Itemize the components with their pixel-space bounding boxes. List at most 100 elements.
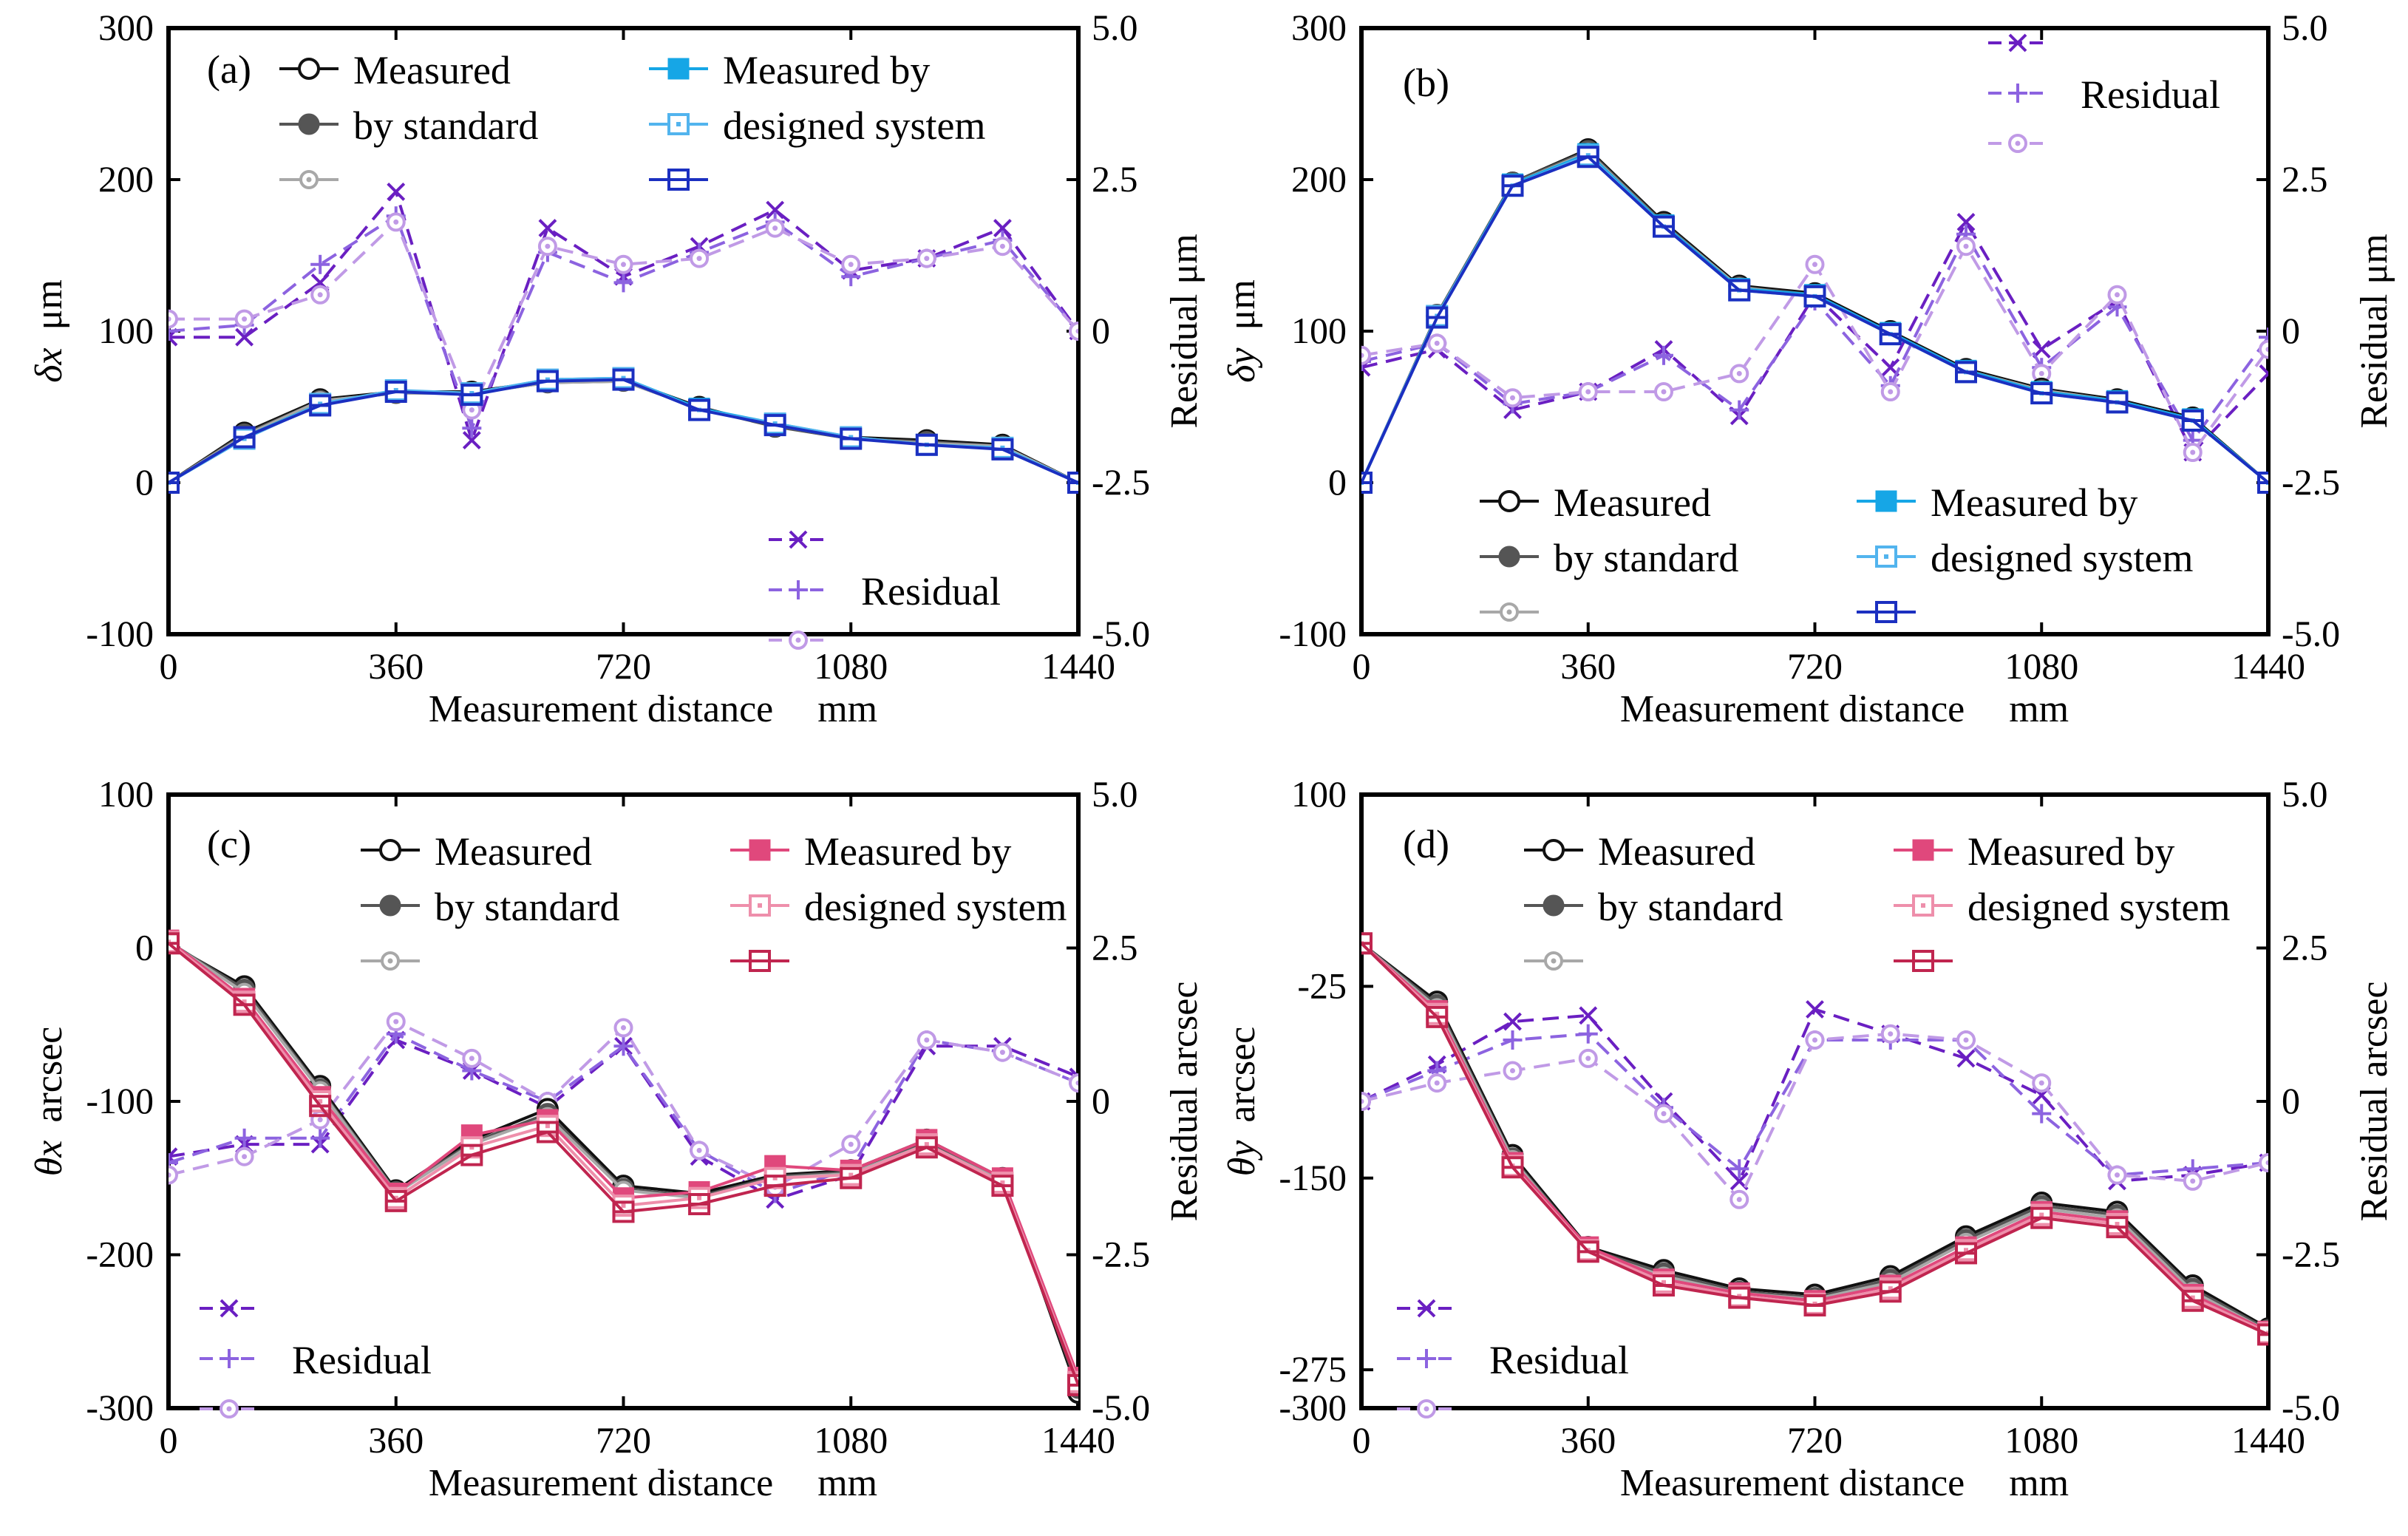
y-tick-label: 0 [1328, 461, 1347, 503]
data-point-dot [2115, 292, 2120, 298]
data-point [613, 1036, 633, 1056]
x-tick-label: 1440 [1041, 1419, 1115, 1461]
series-line [169, 1032, 1078, 1195]
data-point-dot [2115, 1222, 2120, 1226]
data-point-dot [924, 1142, 929, 1147]
data-layer [1361, 932, 2268, 1346]
data-point-dot [318, 1099, 323, 1104]
legend-designed-label-1: Measured by [1967, 829, 2174, 874]
data-point-b [538, 219, 557, 238]
data-point [235, 327, 254, 347]
data-point [841, 1135, 861, 1155]
data-point [1578, 1024, 1598, 1044]
legend-standard-3-marker-dot [1551, 958, 1557, 964]
legend-designed-label-1: Measured by [723, 48, 930, 92]
data-point [309, 1095, 332, 1118]
data-point [1653, 215, 1675, 238]
legend-designed-2-marker-dot [758, 903, 762, 908]
data-point [915, 433, 938, 456]
x-tick-label: 360 [368, 1419, 424, 1461]
data-point-dot [242, 999, 247, 1005]
data-point [233, 993, 256, 1016]
data-point-dot [1963, 243, 1969, 249]
legend-standard-label-2: by standard [353, 103, 538, 148]
data-point [2032, 340, 2051, 359]
data-point [1879, 1280, 1902, 1303]
series-4 [1361, 932, 2268, 1342]
data-point-dot [621, 262, 626, 268]
legend-measured: Measured by standard Measured by designed s… [1524, 829, 2230, 972]
x-tick-label: 0 [160, 645, 178, 687]
data-point [310, 285, 330, 305]
series-line [169, 378, 1078, 484]
data-point [2183, 1171, 2203, 1191]
data-point-dot [1361, 353, 1364, 358]
legend-residual-label: Residual [2081, 72, 2220, 117]
data-point [309, 394, 332, 417]
series-line [1361, 1032, 2268, 1177]
data-point-dot [1888, 1286, 1893, 1291]
y-axis-title-symbol: δx [28, 348, 70, 383]
data-point [536, 370, 559, 393]
data-point-dot [1510, 1068, 1515, 1073]
data-point [1879, 323, 1902, 346]
series-1 [1361, 138, 2268, 494]
data-point-dot [469, 391, 475, 396]
legend-designed-3-marker [1875, 601, 1897, 623]
data-point [916, 1030, 936, 1050]
data-point [1361, 472, 1373, 494]
legend-residual-2-marker [2008, 84, 2027, 103]
y2-tick-label: 0 [1092, 1080, 1110, 1121]
data-point-dot [545, 377, 550, 382]
y2-axis-title: Residual arcsec [2353, 982, 2395, 1222]
x-tick-label: 1080 [2004, 645, 2078, 687]
x-axis-title-main: Measurement distance [1620, 1462, 1965, 1504]
legend-standard-label-2: by standard [435, 885, 619, 929]
legend-standard-3-marker [299, 170, 319, 189]
data-point-dot [1736, 370, 1742, 376]
legend-standard-1-marker [1543, 839, 1565, 861]
data-point [1069, 1073, 1078, 1093]
data-point [2107, 1165, 2127, 1185]
data-point-dot [999, 243, 1005, 249]
data-point [991, 438, 1014, 461]
data-point [387, 182, 406, 201]
data-point-dot [999, 1050, 1005, 1056]
data-point [1805, 254, 1825, 274]
series-7 [1361, 212, 2268, 462]
data-point-b [387, 182, 406, 201]
series-line [169, 214, 1078, 430]
y2-tick-label: 5.0 [2282, 773, 2328, 815]
series-line [169, 376, 1078, 484]
data-point [1361, 932, 1373, 955]
y-tick-label: 0 [135, 927, 154, 968]
data-point-ring [2259, 339, 2268, 359]
y-axis-title: δx μm [28, 279, 70, 383]
y-tick-label: 100 [1291, 310, 1347, 351]
legend-standard-1-marker [298, 58, 320, 80]
data-point-dot [1812, 1037, 1817, 1043]
data-point-dot [318, 401, 323, 407]
data-point-dot [393, 1019, 399, 1024]
data-point [2259, 327, 2268, 347]
data-point [1067, 1373, 1078, 1396]
legend-measured: Measured by standard Measured by designed s… [361, 829, 1067, 972]
x-tick-label: 0 [160, 1419, 178, 1461]
data-point [1803, 1294, 1826, 1316]
legend-designed-3-marker [1912, 950, 1934, 972]
y-tick-label: -300 [1279, 1387, 1347, 1428]
data-point [1880, 1024, 1900, 1044]
legend-designed-3-marker [667, 169, 690, 191]
legend-standard-label-1: Measured [1598, 829, 1755, 874]
data-point-dot [1000, 1180, 1005, 1185]
y2-tick-label: -5.0 [2282, 613, 2340, 654]
data-point [2181, 409, 2204, 432]
data-point-dot [696, 256, 702, 262]
panel-a: 0 360 720 1080 14403002001000-1005.02.50-2.5… [28, 7, 1205, 730]
y2-tick-label: 2.5 [2282, 927, 2328, 968]
data-point [613, 1018, 633, 1038]
data-point-dot [1662, 1280, 1666, 1285]
data-point [991, 1175, 1014, 1197]
series-line [169, 939, 1078, 1379]
data-point [1956, 1030, 1976, 1050]
